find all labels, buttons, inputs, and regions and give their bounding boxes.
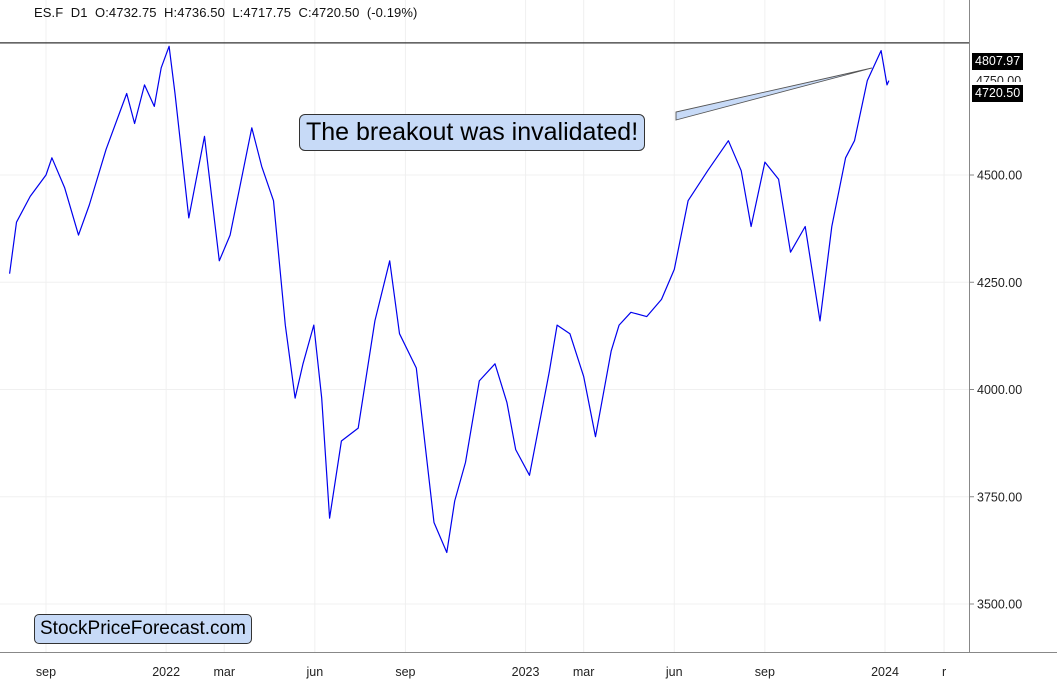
x-tick-label: mar: [573, 665, 595, 679]
callout-pointer: [675, 67, 873, 121]
interval-label: D1: [70, 5, 88, 20]
y-tick-label: 4500.00: [977, 169, 1022, 183]
x-tick-label: 2023: [512, 665, 540, 679]
resistance-price-tag: 4807.97: [972, 53, 1024, 70]
x-tick-label: sep: [755, 665, 775, 679]
x-tick-label: jun: [665, 665, 683, 679]
instrument-header: ES.F D1 O:4732.75 H:4736.50 L:4717.75 C:…: [34, 5, 417, 20]
y-tick-label: 3500.00: [977, 598, 1022, 612]
y-tick-label: 4250.00: [977, 276, 1022, 290]
last-price-tag: 4720.50: [972, 85, 1024, 102]
y-tick-label: 3750.00: [977, 490, 1022, 504]
y-tick-label: 4000.00: [977, 383, 1022, 397]
x-tick-label: sep: [36, 665, 56, 679]
x-tick-label: jun: [305, 665, 323, 679]
series-line: [9, 45, 890, 554]
ohlc-readout: O:4732.75 H:4736.50 L:4717.75 C:4720.50 …: [95, 5, 418, 20]
annotation-callout: The breakout was invalidated!: [299, 114, 646, 151]
y-axis: 3500.00 3750.00 4000.00 4250.00 4500.00: [969, 169, 1022, 612]
x-tick-label: 2024: [871, 665, 899, 679]
x-tick-label: 2022: [152, 665, 180, 679]
grid: [0, 0, 969, 652]
x-tick-label: mar: [213, 665, 235, 679]
symbol-label: ES.F: [34, 5, 64, 20]
brand-watermark: StockPriceForecast.com: [34, 614, 252, 644]
x-axis: sep 2022 mar jun sep 2023 mar jun sep 2024 r: [36, 665, 946, 679]
x-tick-label: sep: [395, 665, 415, 679]
hidden-price-label: 4750.00: [976, 74, 1022, 82]
x-tick-label: r: [942, 665, 946, 679]
